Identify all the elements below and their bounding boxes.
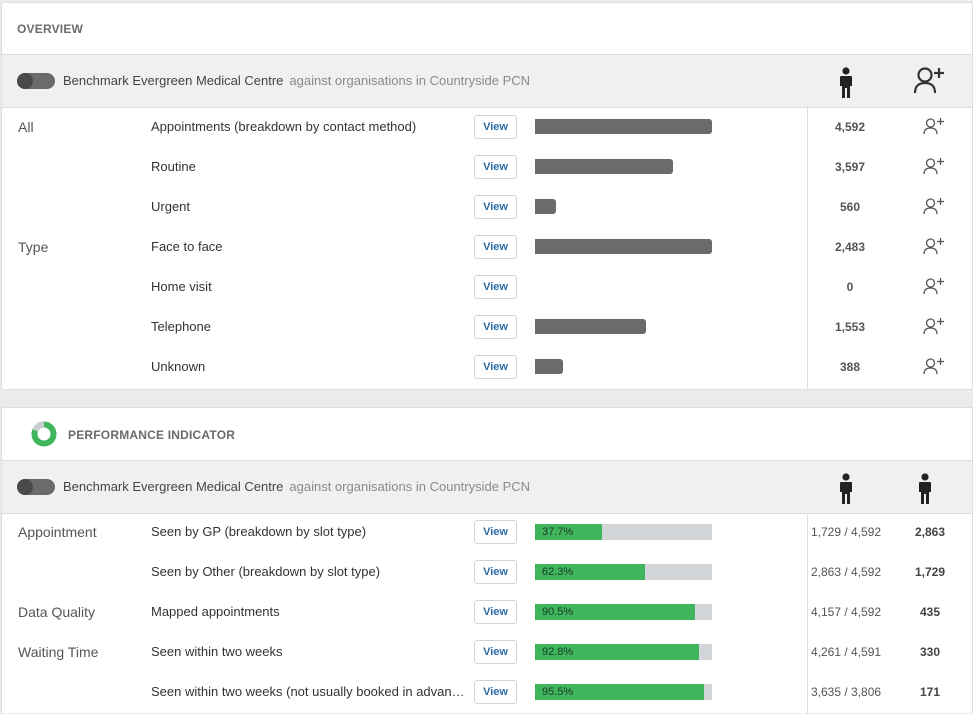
view-button[interactable]: View	[474, 680, 517, 704]
row-label: Mapped appointments	[151, 604, 280, 619]
overview-title: OVERVIEW	[17, 22, 84, 36]
patient-count: 3,597	[834, 160, 866, 174]
add-person-icon[interactable]	[923, 317, 945, 335]
value-bar	[535, 239, 712, 254]
progress-bar: 90.5%	[535, 604, 712, 620]
add-person-icon[interactable]	[923, 157, 945, 175]
row-label: Seen by GP (breakdown by slot type)	[151, 524, 367, 539]
progress-fill	[535, 564, 646, 580]
ratio-value: 4,261 / 4,591	[811, 645, 882, 659]
overview-org-band: Benchmark Evergreen Medical Centre agains…	[2, 54, 972, 108]
view-button[interactable]: View	[474, 600, 517, 624]
progress-fill	[535, 684, 705, 700]
progress-bar: 62.3%	[535, 564, 712, 580]
patient-count: 0	[846, 280, 854, 294]
progress-fill	[535, 644, 700, 660]
view-button[interactable]: View	[474, 315, 517, 339]
row-label: Seen by Other (breakdown by slot type)	[151, 564, 381, 579]
row-label: Appointments (breakdown by contact metho…	[151, 119, 417, 134]
column-divider	[807, 106, 808, 389]
ratio-value: 4,157 / 4,592	[811, 605, 882, 619]
count-value: 435	[919, 605, 941, 619]
view-button[interactable]: View	[474, 115, 517, 139]
row-label: Urgent	[151, 199, 191, 214]
org-name: Benchmark Evergreen Medical Centre	[63, 479, 284, 494]
view-button[interactable]: View	[474, 275, 517, 299]
org-name: Benchmark Evergreen Medical Centre	[63, 73, 284, 88]
column-divider	[807, 513, 808, 714]
progress-percent: 37.7%	[542, 526, 574, 538]
count-value: 330	[919, 645, 941, 659]
value-bar	[535, 159, 673, 174]
progress-fill	[535, 524, 602, 540]
benchmark-toggle[interactable]	[17, 73, 55, 89]
value-bar	[535, 199, 556, 214]
row-label: Home visit	[151, 279, 212, 294]
group-label: Data Quality	[18, 604, 96, 620]
value-bar	[535, 319, 646, 334]
performance-title: PERFORMANCE INDICATOR	[68, 428, 236, 442]
progress-percent: 95.5%	[542, 686, 574, 698]
count-value: 171	[919, 685, 941, 699]
patient-count: 2,483	[834, 240, 866, 254]
benchmark-toggle[interactable]	[17, 479, 55, 495]
patient-count: 1,553	[834, 320, 866, 334]
add-person-icon[interactable]	[923, 197, 945, 215]
view-button[interactable]: View	[474, 560, 517, 584]
row-label: Seen within two weeks (not usually booke…	[151, 684, 465, 699]
group-label: Waiting Time	[18, 644, 99, 660]
row-label: Seen within two weeks	[151, 644, 283, 659]
view-button[interactable]: View	[474, 155, 517, 179]
progress-percent: 92.8%	[542, 646, 574, 658]
row-label: Routine	[151, 159, 196, 174]
add-person-icon[interactable]	[923, 117, 945, 135]
patient-count: 560	[839, 200, 861, 214]
comparison-text: against organisations in Countryside PCN	[289, 73, 531, 88]
ratio-value: 3,635 / 3,806	[811, 685, 882, 699]
performance-org-band: Benchmark Evergreen Medical Centre agains…	[2, 460, 972, 514]
comparison-text: against organisations in Countryside PCN	[289, 479, 531, 494]
person-icon	[840, 473, 852, 504]
progress-fill	[535, 604, 696, 620]
row-label: Telephone	[151, 319, 211, 334]
view-button[interactable]: View	[474, 195, 517, 219]
progress-bar: 37.7%	[535, 524, 712, 540]
group-label: Type	[18, 239, 49, 255]
performance-panel: PERFORMANCE INDICATOR Benchmark Evergree…	[1, 407, 973, 714]
donut-icon	[31, 421, 57, 447]
person-icon	[919, 473, 931, 504]
view-button[interactable]: View	[474, 355, 517, 379]
row-label: Unknown	[151, 359, 206, 374]
group-label: All	[18, 119, 34, 135]
overview-panel: OVERVIEW Benchmark Evergreen Medical Cen…	[1, 2, 973, 390]
add-person-icon[interactable]	[923, 237, 945, 255]
value-bar	[535, 119, 712, 134]
view-button[interactable]: View	[474, 640, 517, 664]
ratio-value: 1,729 / 4,592	[811, 525, 882, 539]
progress-bar: 95.5%	[535, 684, 712, 700]
row-label: Face to face	[151, 239, 223, 254]
progress-percent: 62.3%	[542, 566, 574, 578]
ratio-value: 2,863 / 4,592	[811, 565, 882, 579]
group-label: Appointment	[18, 524, 97, 540]
value-bar	[535, 359, 563, 374]
patient-count: 388	[839, 360, 861, 374]
add-person-icon[interactable]	[913, 65, 947, 95]
view-button[interactable]: View	[474, 520, 517, 544]
count-value: 1,729	[914, 565, 946, 579]
org-heading: Benchmark Evergreen Medical Centre agains…	[63, 479, 530, 494]
progress-percent: 90.5%	[542, 606, 574, 618]
add-person-icon[interactable]	[923, 277, 945, 295]
patient-count: 4,592	[834, 120, 866, 134]
progress-bar: 92.8%	[535, 644, 712, 660]
org-heading: Benchmark Evergreen Medical Centre agains…	[63, 73, 530, 88]
count-value: 2,863	[914, 525, 946, 539]
add-person-icon[interactable]	[923, 357, 945, 375]
view-button[interactable]: View	[474, 235, 517, 259]
person-icon	[840, 67, 852, 98]
